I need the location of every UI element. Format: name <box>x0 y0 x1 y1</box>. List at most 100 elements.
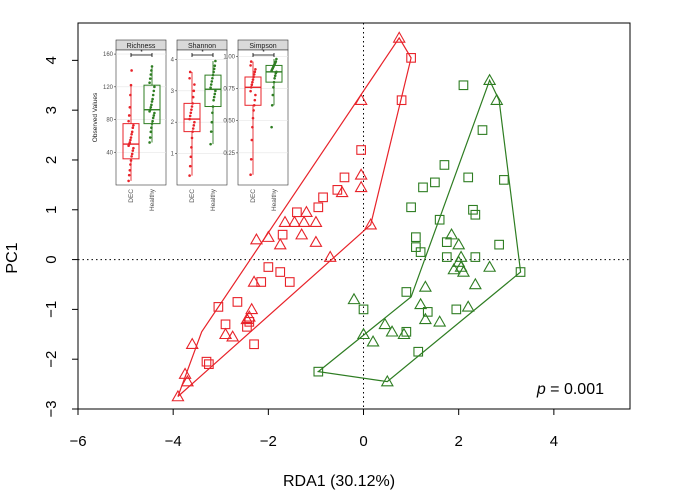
square-point-red <box>318 192 328 203</box>
inset-point-dec <box>193 120 196 124</box>
triangle-point-green <box>385 325 399 337</box>
y-tick-label: −3 <box>43 400 60 417</box>
group-hull-red <box>177 36 412 397</box>
square-point-green <box>406 202 416 213</box>
p-value-symbol: p <box>536 381 546 398</box>
triangle-point-red <box>278 215 292 227</box>
inset-y-tick-label: 80 <box>106 118 113 124</box>
inset-point-dec <box>129 93 132 97</box>
square-point-green <box>418 182 428 193</box>
square-point-green <box>515 267 526 277</box>
inset-title: Richness <box>127 43 156 50</box>
triangle-point-red <box>287 215 302 227</box>
inset-point-healthy <box>272 80 276 84</box>
square-point-red <box>220 319 231 330</box>
x-tick-label: 4 <box>550 433 558 450</box>
square-point-green <box>470 252 481 262</box>
inset-point-healthy <box>212 70 215 74</box>
inset-point-dec <box>188 117 191 121</box>
inset-point-dec <box>251 80 254 84</box>
inset-point-dec <box>129 163 132 166</box>
inset-point-healthy <box>275 70 278 74</box>
data-points <box>171 31 526 402</box>
inset-point-dec <box>188 70 192 74</box>
inset-point-healthy <box>148 77 152 80</box>
inset-category-label: DEC <box>189 189 196 203</box>
inset-panel-frame <box>237 49 289 186</box>
inset-point-healthy <box>209 86 212 89</box>
inset-point-dec <box>190 105 194 108</box>
inset-y-tick-label: 0.50 <box>223 119 235 125</box>
square-point-green <box>413 346 424 357</box>
triangle-point-green <box>447 262 461 275</box>
square-point-red <box>204 359 214 370</box>
triangle-point-red <box>309 215 323 227</box>
square-point-red <box>332 185 343 195</box>
inset-point-healthy <box>273 74 277 78</box>
inset-point-dec <box>253 98 257 102</box>
inset-point-healthy <box>152 89 156 93</box>
inset-point-healthy <box>150 103 153 107</box>
triangle-point-green <box>433 315 447 327</box>
inset-point-healthy <box>148 108 152 112</box>
y-tick-label: 1 <box>43 206 60 214</box>
triangle-point-green <box>461 300 475 312</box>
triangle-point-green <box>483 73 497 86</box>
inset-point-healthy <box>270 125 273 129</box>
inset-category-label: DEC <box>128 189 135 203</box>
triangle-point-green <box>418 280 432 292</box>
triangle-point-green <box>397 327 411 340</box>
inset-point-healthy <box>211 105 215 108</box>
inset-y-tick-label: 0.25 <box>223 151 235 157</box>
inset-category-label: Healthy <box>210 188 217 211</box>
inset-point-healthy <box>151 97 154 101</box>
inset-point-dec <box>250 83 254 87</box>
triangle-point-red <box>323 250 337 262</box>
plot-frame <box>77 22 631 410</box>
inset-y-tick-label: 3 <box>171 89 175 95</box>
triangle-point-red <box>273 237 287 250</box>
square-point-red <box>284 277 295 287</box>
inset-point-healthy <box>214 59 217 63</box>
square-point-green <box>434 214 445 225</box>
inset-point-dec <box>132 123 135 127</box>
triangle-point-green <box>418 312 432 325</box>
inset-point-healthy <box>151 116 155 120</box>
significance-label: * <box>201 50 204 56</box>
x-tick-label: −2 <box>260 433 277 450</box>
triangle-point-green <box>347 292 361 305</box>
inset-point-dec <box>250 138 254 142</box>
triangle-point-red <box>335 185 349 198</box>
square-point-green <box>415 247 426 257</box>
inset-point-dec <box>188 164 192 168</box>
square-point-green <box>439 160 450 170</box>
triangle-point-red <box>297 215 311 227</box>
triangle-point-red <box>178 367 192 379</box>
square-point-red <box>356 145 366 155</box>
inset-point-healthy <box>149 130 153 134</box>
p-value-annotation: p = 0.001 <box>536 381 604 398</box>
inset-point-dec <box>249 64 252 67</box>
triangle-point-red <box>354 180 368 193</box>
inset-point-healthy <box>209 83 213 86</box>
x-axis-label: RDA1 (30.12%) <box>283 473 395 490</box>
inset-point-healthy <box>152 114 156 117</box>
inset-point-dec <box>130 132 133 136</box>
square-point-red <box>275 267 286 277</box>
inset-point-dec <box>252 73 256 76</box>
inset-y-axis-label: Observed Values <box>92 92 99 142</box>
triangle-point-red <box>185 337 199 350</box>
square-point-green <box>401 287 412 297</box>
inset-y-tick-label: 40 <box>106 150 113 156</box>
square-point-green <box>401 326 412 337</box>
y-tick-label: 4 <box>43 56 60 64</box>
square-point-red <box>263 262 274 272</box>
square-point-red <box>232 297 243 307</box>
inset-point-dec <box>249 173 252 177</box>
alpha-diversity-insets: Richness 40 80 120 160 * DEC Healthy Observed Va… <box>92 39 289 211</box>
significance-label: * <box>140 50 143 56</box>
inset-point-dec <box>249 60 253 63</box>
square-point-green <box>463 172 474 183</box>
